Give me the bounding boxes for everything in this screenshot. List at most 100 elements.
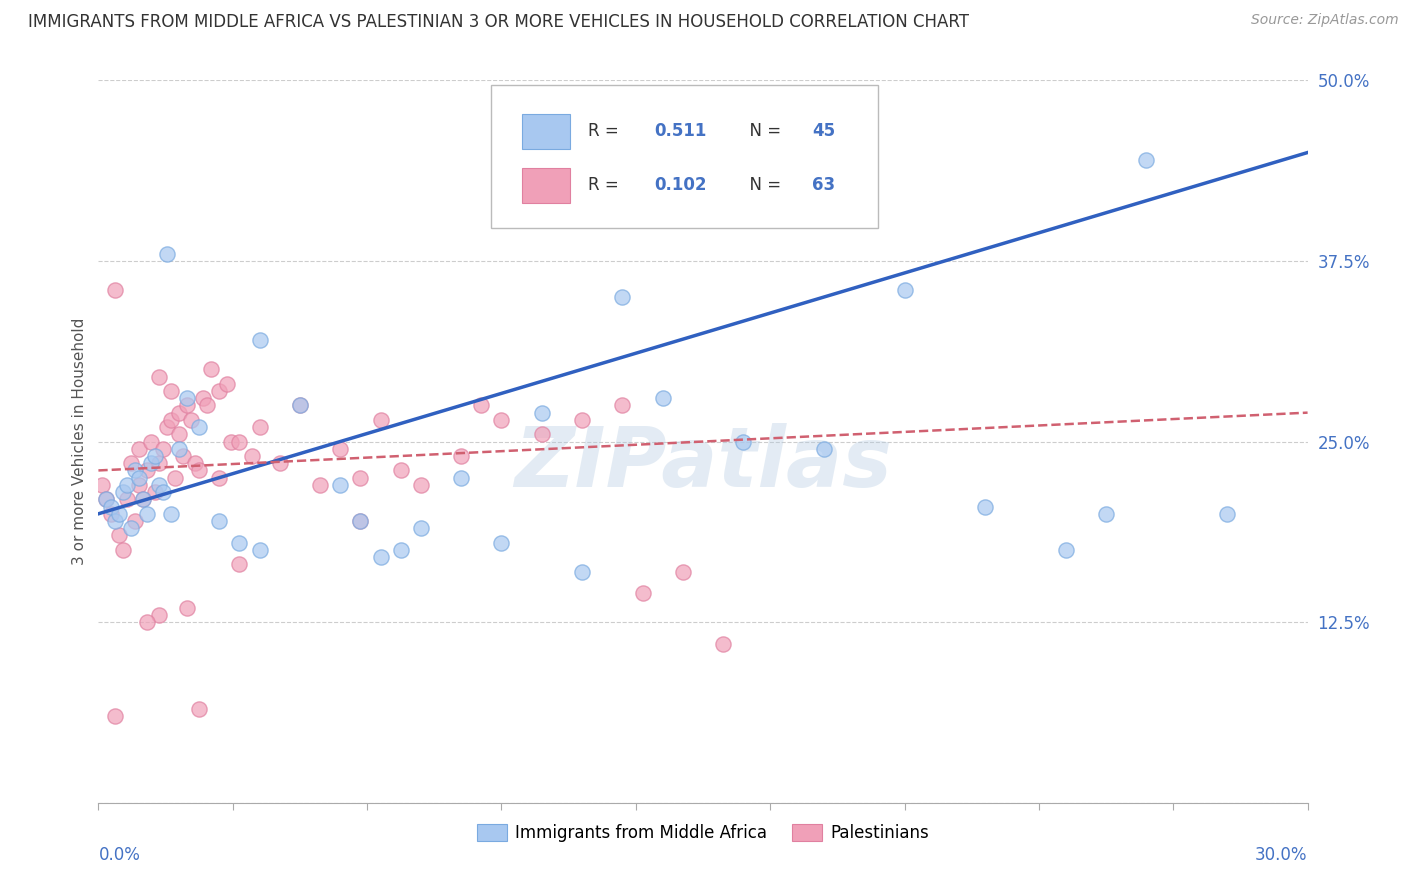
Point bbox=[163, 471, 186, 485]
Point bbox=[631, 586, 654, 600]
Point bbox=[1135, 153, 1157, 167]
Point bbox=[188, 420, 211, 434]
Point bbox=[152, 442, 174, 456]
FancyBboxPatch shape bbox=[522, 169, 569, 203]
Point bbox=[571, 565, 593, 579]
Point bbox=[217, 376, 239, 391]
Point bbox=[107, 528, 129, 542]
Point bbox=[309, 478, 332, 492]
Point bbox=[571, 413, 593, 427]
Point bbox=[349, 514, 371, 528]
Point bbox=[228, 558, 250, 572]
Point bbox=[135, 463, 157, 477]
Point bbox=[167, 442, 190, 456]
Point bbox=[111, 485, 134, 500]
Point bbox=[612, 398, 634, 412]
Point bbox=[176, 600, 198, 615]
Point bbox=[100, 500, 122, 514]
Point bbox=[115, 492, 138, 507]
Point bbox=[124, 514, 146, 528]
Point bbox=[1216, 507, 1239, 521]
Point bbox=[530, 406, 553, 420]
Text: ZIPatlas: ZIPatlas bbox=[515, 423, 891, 504]
Point bbox=[167, 427, 190, 442]
Point bbox=[470, 398, 492, 412]
Text: 45: 45 bbox=[811, 122, 835, 140]
Text: N =: N = bbox=[740, 176, 786, 194]
Point bbox=[651, 391, 673, 405]
Point bbox=[139, 456, 162, 470]
Point bbox=[156, 420, 179, 434]
Point bbox=[228, 535, 250, 549]
Point bbox=[329, 478, 352, 492]
Point bbox=[208, 471, 231, 485]
Point bbox=[208, 514, 231, 528]
Text: R =: R = bbox=[588, 176, 624, 194]
Point bbox=[172, 449, 194, 463]
Point bbox=[974, 500, 997, 514]
Point bbox=[128, 471, 150, 485]
Point bbox=[288, 398, 311, 412]
Point bbox=[120, 456, 142, 470]
Point bbox=[409, 478, 432, 492]
Point bbox=[269, 456, 291, 470]
Point bbox=[733, 434, 755, 449]
Point bbox=[329, 442, 352, 456]
Point bbox=[148, 369, 170, 384]
Text: R =: R = bbox=[588, 122, 624, 140]
Point bbox=[103, 283, 125, 297]
FancyBboxPatch shape bbox=[492, 86, 879, 228]
Point bbox=[1054, 542, 1077, 557]
Point bbox=[240, 449, 263, 463]
Point bbox=[389, 542, 412, 557]
Point bbox=[370, 413, 392, 427]
Legend: Immigrants from Middle Africa, Palestinians: Immigrants from Middle Africa, Palestini… bbox=[470, 817, 936, 848]
Text: 30.0%: 30.0% bbox=[1256, 847, 1308, 864]
Point bbox=[221, 434, 243, 449]
Point bbox=[143, 449, 166, 463]
Point bbox=[143, 485, 166, 500]
Point bbox=[249, 542, 271, 557]
Point bbox=[128, 442, 150, 456]
Point bbox=[1095, 507, 1118, 521]
Point bbox=[491, 535, 513, 549]
Point bbox=[228, 434, 250, 449]
Point bbox=[128, 478, 150, 492]
Point bbox=[96, 492, 118, 507]
Point bbox=[200, 362, 222, 376]
Point bbox=[156, 246, 179, 260]
Point bbox=[103, 514, 125, 528]
Point bbox=[249, 334, 271, 348]
Point bbox=[120, 521, 142, 535]
Point bbox=[180, 413, 202, 427]
Point bbox=[139, 434, 162, 449]
Point bbox=[100, 507, 122, 521]
Point bbox=[135, 615, 157, 630]
Point bbox=[288, 398, 311, 412]
Point bbox=[107, 507, 129, 521]
Point bbox=[370, 550, 392, 565]
Text: 63: 63 bbox=[811, 176, 835, 194]
Point bbox=[148, 456, 170, 470]
Point bbox=[124, 463, 146, 477]
Point bbox=[115, 478, 138, 492]
Point bbox=[612, 290, 634, 304]
Text: 0.0%: 0.0% bbox=[98, 847, 141, 864]
Point bbox=[148, 607, 170, 622]
Point bbox=[91, 478, 114, 492]
Point bbox=[672, 565, 695, 579]
Point bbox=[349, 514, 371, 528]
Point bbox=[176, 391, 198, 405]
Text: IMMIGRANTS FROM MIDDLE AFRICA VS PALESTINIAN 3 OR MORE VEHICLES IN HOUSEHOLD COR: IMMIGRANTS FROM MIDDLE AFRICA VS PALESTI… bbox=[28, 13, 969, 31]
Point bbox=[111, 542, 134, 557]
Point bbox=[195, 398, 218, 412]
Point bbox=[184, 456, 207, 470]
Point bbox=[103, 709, 125, 723]
Point bbox=[389, 463, 412, 477]
Point bbox=[450, 449, 472, 463]
Point bbox=[530, 427, 553, 442]
Point bbox=[249, 420, 271, 434]
Text: N =: N = bbox=[740, 122, 786, 140]
Point bbox=[193, 391, 215, 405]
Point bbox=[450, 471, 472, 485]
